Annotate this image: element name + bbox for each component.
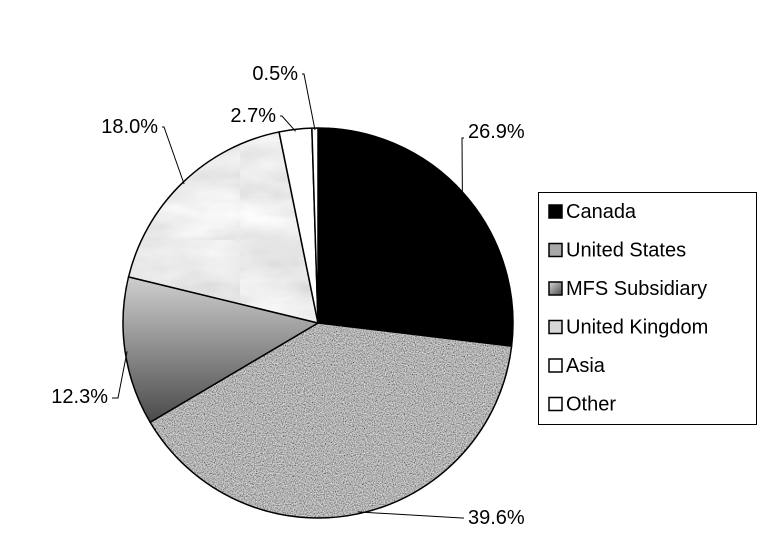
legend-label-asia: Asia [566,355,606,377]
data-label-mfs-subsidiary: 12.3% [51,386,108,408]
pie-slice-canada [317,127,514,347]
legend-label-mfs-subsidiary: MFS Subsidiary [566,278,707,300]
leader-line-mfs-subsidiary [112,351,128,399]
legend: Canada United States MFS Subsidiary United … [538,192,757,425]
legend-box [538,192,757,425]
pie-slices [122,127,514,519]
pie-slice-united-kingdom [127,131,319,324]
leader-line-canada [461,137,464,195]
data-label-united-states: 39.6% [468,507,525,529]
legend-label-other: Other [566,394,616,416]
data-label-asia: 2.7% [230,105,276,127]
leader-line-asia [280,115,296,132]
leader-line-united-kingdom [162,126,185,185]
pie-slice-united-states [149,322,513,519]
legend-swatch-mfs-subsidiary [548,281,563,296]
leader-lines [112,73,464,519]
legend-label-canada: Canada [566,201,637,223]
data-labels: 26.9% 39.6% 12.3% 18.0% 2.7% 0.5% [51,63,525,529]
leader-line-united-states [357,511,464,519]
legend-swatch-canada [548,204,563,219]
data-label-other: 0.5% [252,63,298,85]
leader-line-other [302,73,316,131]
data-label-canada: 26.9% [468,121,525,143]
legend-swatch-other [548,396,563,412]
pie-slice-mfs-subsidiary [122,276,319,424]
legend-label-united-kingdom: United Kingdom [566,317,708,339]
data-label-united-kingdom: 18.0% [101,116,158,138]
legend-swatch-united-kingdom [548,319,563,335]
legend-swatch-united-states [548,242,563,258]
legend-swatch-asia [548,358,563,373]
legend-label-united-states: United States [566,240,686,262]
